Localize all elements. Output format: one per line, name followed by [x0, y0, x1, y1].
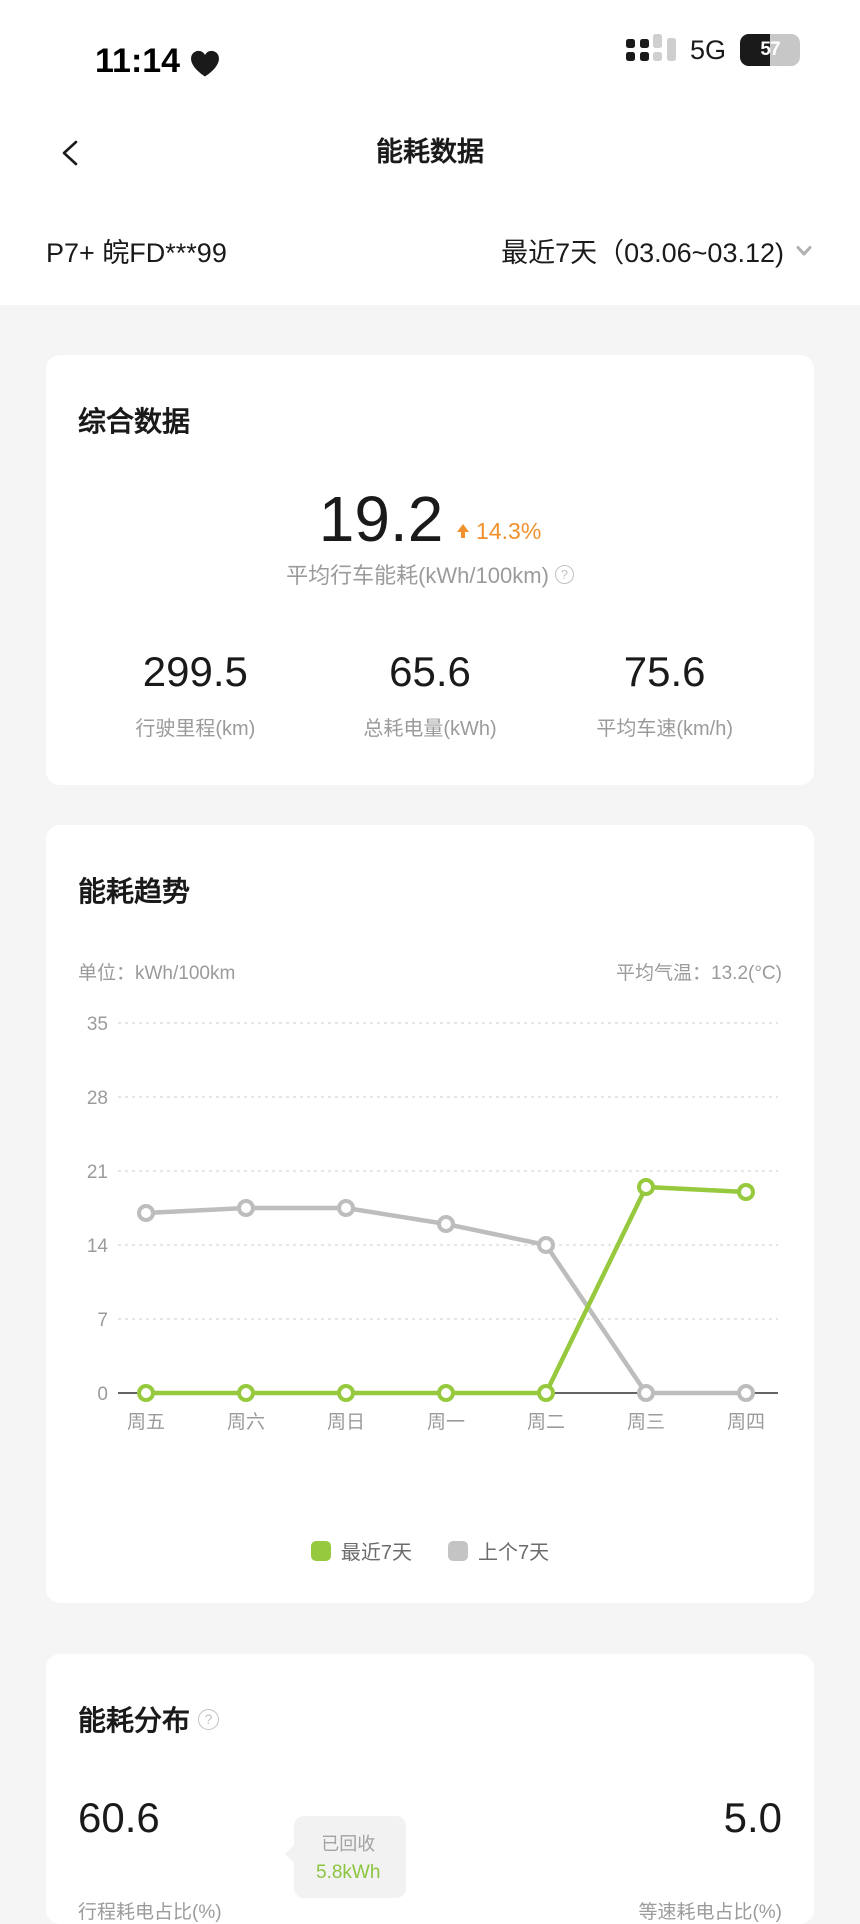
svg-text:7: 7: [97, 1310, 108, 1331]
svg-text:周五: 周五: [127, 1412, 165, 1433]
svg-text:35: 35: [87, 1014, 108, 1035]
svg-text:周日: 周日: [327, 1412, 365, 1433]
svg-text:周一: 周一: [427, 1412, 465, 1433]
svg-text:周三: 周三: [627, 1412, 665, 1433]
svg-text:14: 14: [87, 1236, 109, 1257]
svg-text:21: 21: [87, 1162, 108, 1183]
svg-text:周四: 周四: [727, 1412, 765, 1433]
svg-text:周六: 周六: [227, 1411, 265, 1433]
svg-text:28: 28: [87, 1088, 108, 1109]
svg-text:周二: 周二: [527, 1412, 565, 1433]
svg-text:0: 0: [97, 1384, 108, 1405]
